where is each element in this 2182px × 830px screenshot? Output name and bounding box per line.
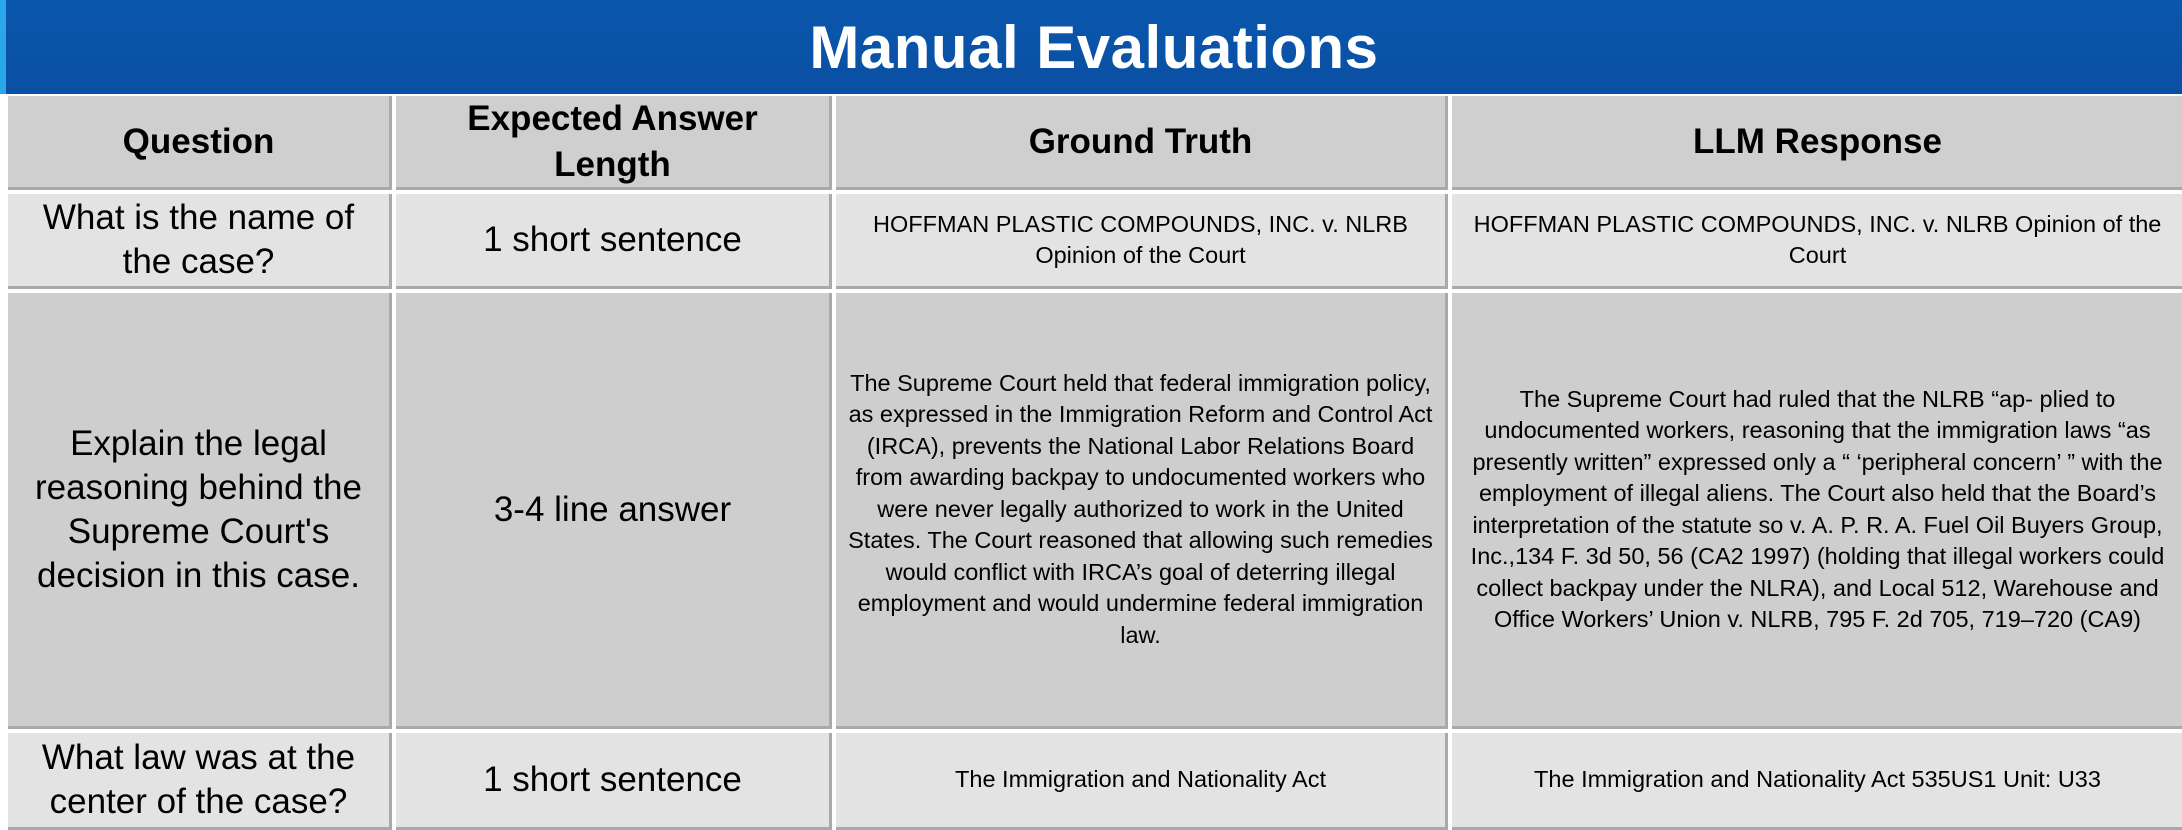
row-1-llm-response: HOFFMAN PLASTIC COMPOUNDS, INC. v. NLRB …	[1452, 194, 2182, 289]
row-2-llm-response: The Supreme Court had ruled that the NLR…	[1452, 293, 2182, 729]
header-ground-truth: Ground Truth	[836, 96, 1448, 190]
row-3-question: What law was at the center of the case?	[8, 733, 392, 830]
header-question: Question	[8, 96, 392, 190]
page-title: Manual Evaluations	[809, 13, 1379, 81]
header-expected-length: Expected Answer Length	[396, 96, 832, 190]
row-2-ground-truth: The Supreme Court held that federal immi…	[836, 293, 1448, 729]
row-3-expected-length: 1 short sentence	[396, 733, 832, 830]
row-1-expected-length: 1 short sentence	[396, 194, 832, 289]
title-bar: Manual Evaluations	[0, 0, 2182, 94]
row-3-ground-truth: The Immigration and Nationality Act	[836, 733, 1448, 830]
row-2-question: Explain the legal reasoning behind the S…	[8, 293, 392, 729]
row-1-question: What is the name of the case?	[8, 194, 392, 289]
evaluation-table: Question Expected Answer Length Ground T…	[8, 96, 2182, 830]
row-1-ground-truth: HOFFMAN PLASTIC COMPOUNDS, INC. v. NLRB …	[836, 194, 1448, 289]
row-3-llm-response: The Immigration and Nationality Act 535U…	[1452, 733, 2182, 830]
header-llm-response: LLM Response	[1452, 96, 2182, 190]
title-accent-stripe	[0, 0, 6, 94]
row-2-expected-length: 3-4 line answer	[396, 293, 832, 729]
